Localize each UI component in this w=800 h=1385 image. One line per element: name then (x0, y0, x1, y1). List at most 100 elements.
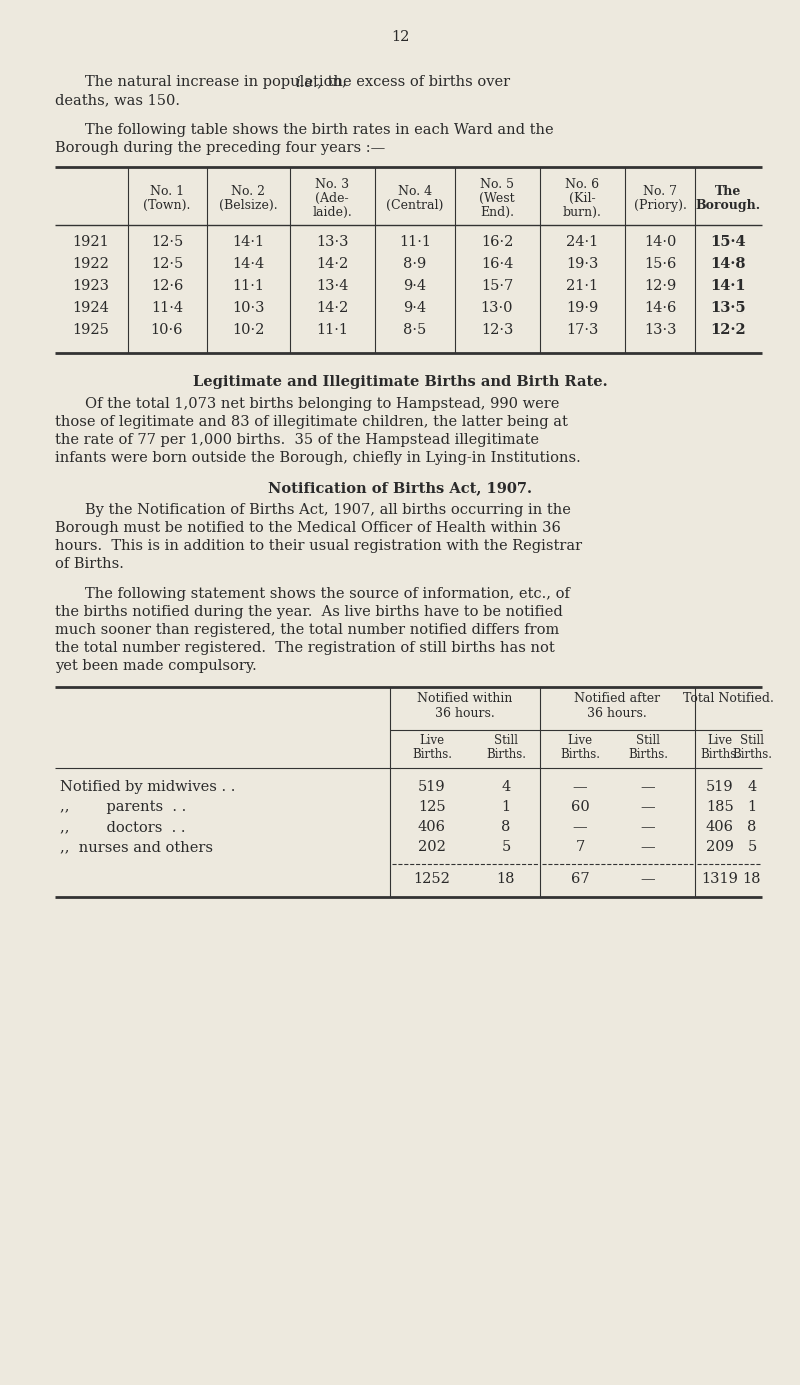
Text: (West: (West (479, 193, 515, 205)
Text: ,,        parents  . .: ,, parents . . (60, 801, 186, 814)
Text: Births.: Births. (700, 748, 740, 760)
Text: 8: 8 (747, 820, 757, 834)
Text: (Kil-: (Kil- (569, 193, 595, 205)
Text: 1252: 1252 (414, 873, 450, 886)
Text: —: — (641, 780, 655, 794)
Text: those of legitimate and 83 of illegitimate children, the latter being at: those of legitimate and 83 of illegitima… (55, 416, 568, 429)
Text: 12·6: 12·6 (151, 278, 183, 294)
Text: 1: 1 (747, 801, 757, 814)
Text: 8: 8 (502, 820, 510, 834)
Text: End).: End). (480, 206, 514, 219)
Text: 406: 406 (706, 820, 734, 834)
Text: 12·2: 12·2 (710, 323, 746, 337)
Text: 12: 12 (391, 30, 409, 44)
Text: 16·4: 16·4 (481, 258, 513, 271)
Text: 11·1: 11·1 (399, 235, 431, 249)
Text: Live: Live (419, 734, 445, 747)
Text: 519: 519 (706, 780, 734, 794)
Text: 14·1: 14·1 (710, 278, 746, 294)
Text: hours.  This is in addition to their usual registration with the Registrar: hours. This is in addition to their usua… (55, 539, 582, 553)
Text: 11·4: 11·4 (151, 301, 183, 314)
Text: 14·8: 14·8 (710, 258, 746, 271)
Text: yet been made compulsory.: yet been made compulsory. (55, 659, 257, 673)
Text: 11·1: 11·1 (232, 278, 264, 294)
Text: 209: 209 (706, 839, 734, 855)
Text: (Town).: (Town). (143, 199, 190, 212)
Text: 8·9: 8·9 (403, 258, 426, 271)
Text: Live: Live (707, 734, 733, 747)
Text: Births.: Births. (560, 748, 600, 760)
Text: i.e.,: i.e., (296, 75, 322, 89)
Text: 4: 4 (747, 780, 757, 794)
Text: 15·4: 15·4 (710, 235, 746, 249)
Text: The: The (715, 186, 741, 198)
Text: 4: 4 (502, 780, 510, 794)
Text: Births.: Births. (628, 748, 668, 760)
Text: the excess of births over: the excess of births over (322, 75, 510, 89)
Text: 12·3: 12·3 (481, 323, 513, 337)
Text: 12·5: 12·5 (151, 235, 183, 249)
Text: Borough during the preceding four years :—: Borough during the preceding four years … (55, 141, 386, 155)
Text: the rate of 77 per 1,000 births.  35 of the Hampstead illegitimate: the rate of 77 per 1,000 births. 35 of t… (55, 434, 539, 447)
Text: 12·5: 12·5 (151, 258, 183, 271)
Text: The following table shows the birth rates in each Ward and the: The following table shows the birth rate… (85, 123, 554, 137)
Text: the total number registered.  The registration of still births has not: the total number registered. The registr… (55, 641, 554, 655)
Text: No. 7: No. 7 (643, 186, 677, 198)
Text: —: — (641, 839, 655, 855)
Text: The following statement shows the source of information, etc., of: The following statement shows the source… (85, 587, 570, 601)
Text: 19·9: 19·9 (566, 301, 598, 314)
Text: 60: 60 (570, 801, 590, 814)
Text: infants were born outside the Borough, chiefly in Lying-in Institutions.: infants were born outside the Borough, c… (55, 452, 581, 465)
Text: Of the total 1,073 net births belonging to Hampstead, 990 were: Of the total 1,073 net births belonging … (85, 397, 559, 411)
Text: 19·3: 19·3 (566, 258, 598, 271)
Text: 125: 125 (418, 801, 446, 814)
Text: laide).: laide). (312, 206, 352, 219)
Text: 18: 18 (742, 873, 762, 886)
Text: 67: 67 (570, 873, 590, 886)
Text: Live: Live (567, 734, 593, 747)
Text: ,,        doctors  . .: ,, doctors . . (60, 820, 186, 834)
Text: No. 3: No. 3 (315, 179, 349, 191)
Text: 5: 5 (747, 839, 757, 855)
Text: 21·1: 21·1 (566, 278, 598, 294)
Text: 519: 519 (418, 780, 446, 794)
Text: (Belsize).: (Belsize). (218, 199, 278, 212)
Text: —: — (641, 801, 655, 814)
Text: Borough.: Borough. (695, 199, 761, 212)
Text: Notification of Births Act, 1907.: Notification of Births Act, 1907. (268, 481, 532, 494)
Text: Still: Still (494, 734, 518, 747)
Text: 14·6: 14·6 (644, 301, 676, 314)
Text: 24·1: 24·1 (566, 235, 598, 249)
Text: 14·4: 14·4 (232, 258, 264, 271)
Text: deaths, was 150.: deaths, was 150. (55, 93, 180, 107)
Text: 36 hours.: 36 hours. (435, 706, 495, 720)
Text: 14·2: 14·2 (316, 301, 348, 314)
Text: 13·3: 13·3 (644, 323, 676, 337)
Text: —: — (641, 873, 655, 886)
Text: —: — (573, 820, 587, 834)
Text: Notified within: Notified within (418, 692, 513, 705)
Text: (Priory).: (Priory). (634, 199, 686, 212)
Text: 15·6: 15·6 (644, 258, 676, 271)
Text: —: — (641, 820, 655, 834)
Text: the births notified during the year.  As live births have to be notified: the births notified during the year. As … (55, 605, 562, 619)
Text: 13·5: 13·5 (710, 301, 746, 314)
Text: By the Notification of Births Act, 1907, all births occurring in the: By the Notification of Births Act, 1907,… (85, 503, 571, 517)
Text: 202: 202 (418, 839, 446, 855)
Text: 10·2: 10·2 (232, 323, 264, 337)
Text: 185: 185 (706, 801, 734, 814)
Text: Legitimate and Illegitimate Births and Birth Rate.: Legitimate and Illegitimate Births and B… (193, 375, 607, 389)
Text: 13·0: 13·0 (481, 301, 514, 314)
Text: (Central): (Central) (386, 199, 444, 212)
Text: No. 1: No. 1 (150, 186, 184, 198)
Text: 7: 7 (575, 839, 585, 855)
Text: of Births.: of Births. (55, 557, 124, 571)
Text: 14·0: 14·0 (644, 235, 676, 249)
Text: The natural increase in population,: The natural increase in population, (85, 75, 351, 89)
Text: Notified after: Notified after (574, 692, 660, 705)
Text: 36 hours.: 36 hours. (587, 706, 647, 720)
Text: Births.: Births. (486, 748, 526, 760)
Text: —: — (573, 780, 587, 794)
Text: burn).: burn). (562, 206, 602, 219)
Text: 406: 406 (418, 820, 446, 834)
